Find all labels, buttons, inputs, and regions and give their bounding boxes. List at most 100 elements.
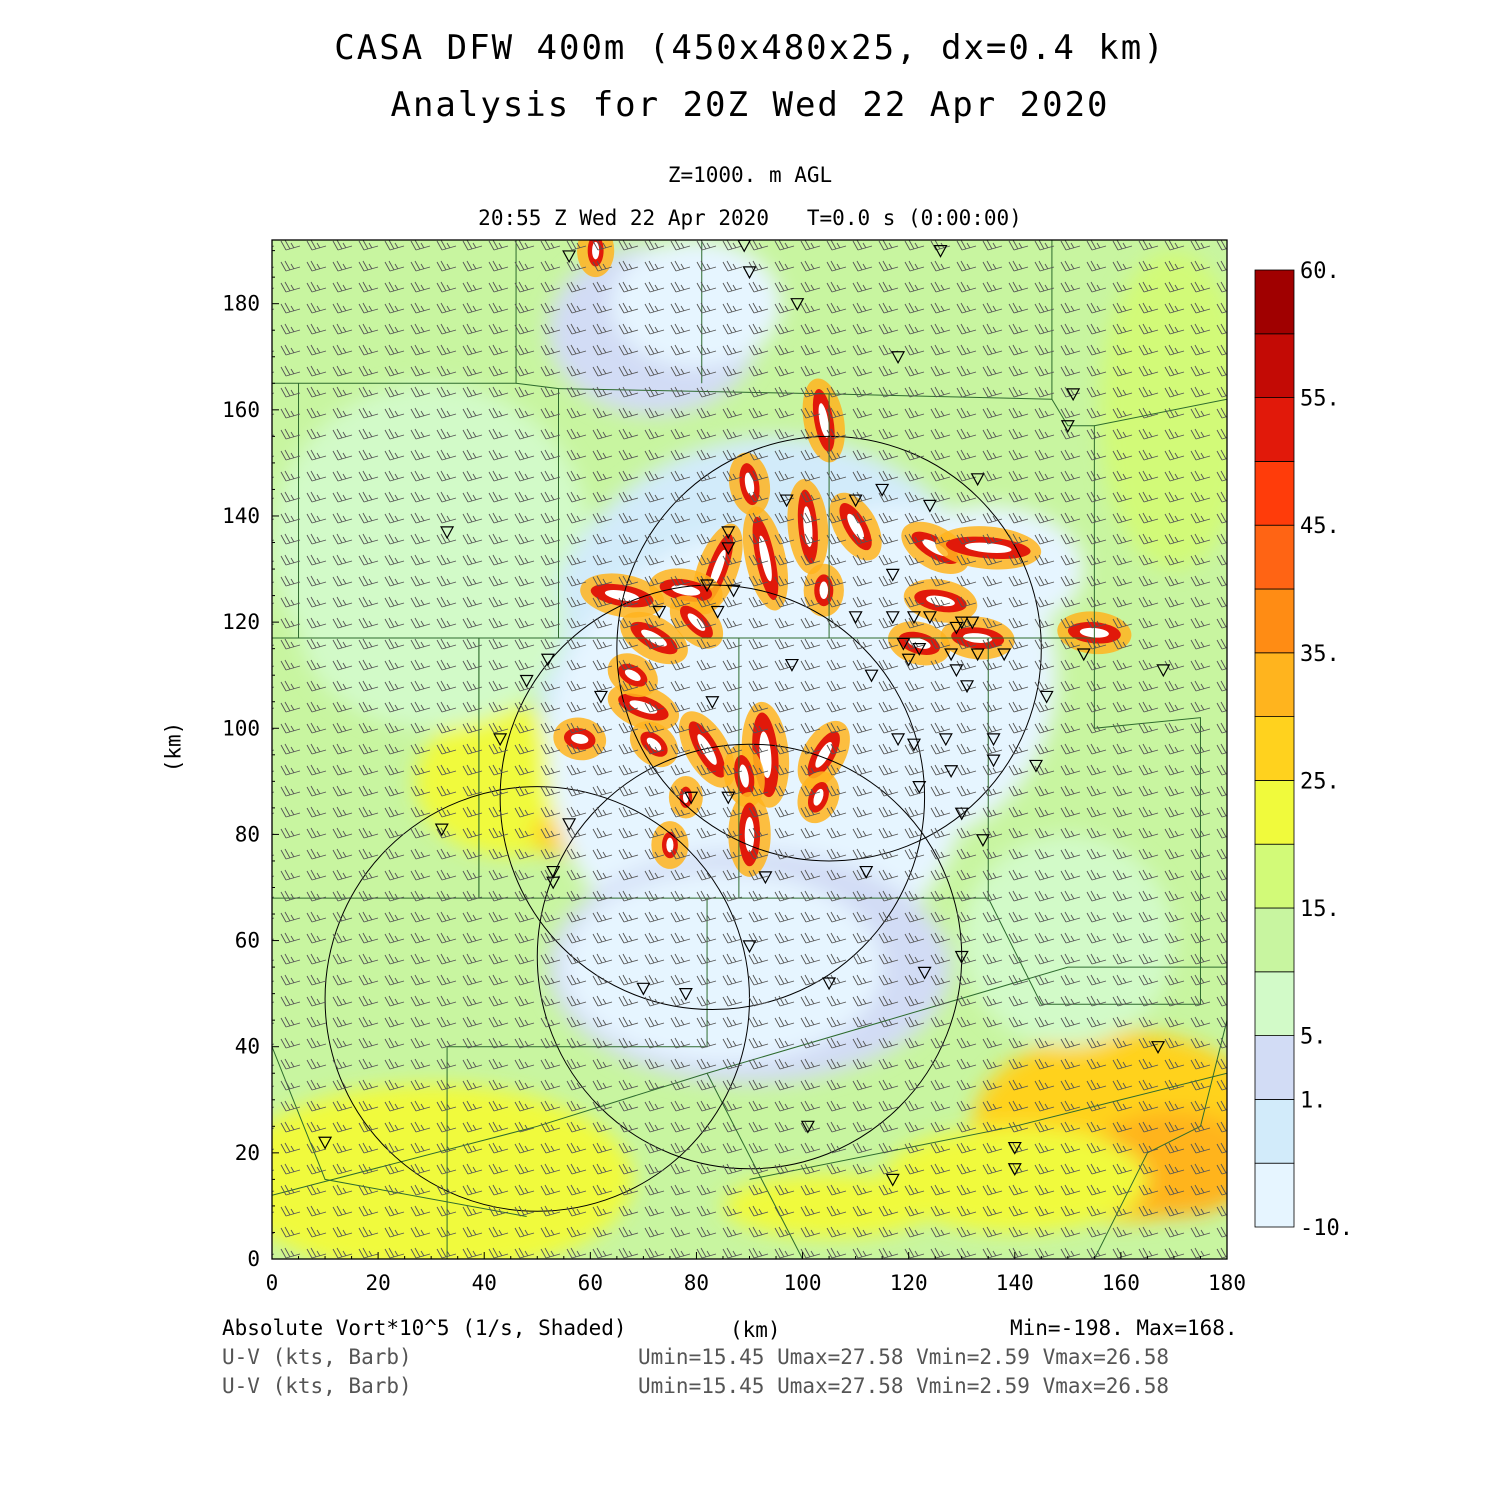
wind-barb xyxy=(930,260,951,272)
wind-barb xyxy=(358,869,379,881)
wind-barb xyxy=(1164,554,1185,566)
wind-barb xyxy=(540,785,561,797)
wind-barb xyxy=(272,644,275,647)
wind-barb xyxy=(904,701,925,713)
colorbar-swatch xyxy=(1254,397,1295,462)
wind-barb xyxy=(1190,533,1211,545)
wind-barb xyxy=(436,911,457,923)
wind-barb xyxy=(1164,995,1185,1007)
wind-barb xyxy=(280,659,301,671)
wind-barb xyxy=(930,911,951,923)
wind-barb xyxy=(1034,281,1055,293)
wind-barb xyxy=(722,995,743,1007)
wind-barb xyxy=(644,1100,665,1112)
wind-barb xyxy=(644,806,665,818)
wind-barb xyxy=(1060,512,1081,524)
wind-barb xyxy=(1086,974,1107,986)
wind-barb xyxy=(592,281,613,293)
wind-barb xyxy=(488,743,509,755)
wind-barb xyxy=(1034,680,1055,692)
wind-barb xyxy=(852,974,873,986)
vorticity-max xyxy=(744,472,755,496)
wind-barb xyxy=(514,1205,535,1217)
station-marker xyxy=(800,1120,815,1134)
station-marker xyxy=(970,648,985,662)
wind-barb xyxy=(1034,890,1055,902)
wind-barb xyxy=(462,1079,483,1091)
wind-barb xyxy=(540,1079,561,1091)
wind-barb xyxy=(982,323,1003,335)
wind-barb xyxy=(462,260,483,272)
wind-barb xyxy=(514,302,535,314)
wind-barb xyxy=(272,1232,275,1235)
wind-barb xyxy=(774,240,795,251)
wind-barb xyxy=(956,701,977,713)
wind-barb xyxy=(280,806,301,818)
wind-barb xyxy=(930,785,951,797)
wind-barb xyxy=(384,1205,405,1217)
wind-barb xyxy=(800,407,821,419)
wind-barb xyxy=(878,1163,899,1175)
y-tick-label: 100 xyxy=(222,716,260,740)
wind-barb xyxy=(670,890,691,902)
wind-barb xyxy=(1164,953,1185,965)
wind-barb xyxy=(1112,932,1133,944)
wind-barb xyxy=(826,680,847,692)
wind-barb xyxy=(1164,1184,1185,1196)
wind-barb xyxy=(1164,890,1185,902)
colorbar-swatch xyxy=(1254,1099,1295,1164)
wind-barb xyxy=(826,1205,847,1217)
station-marker xyxy=(901,653,916,667)
colorbar-swatch xyxy=(1254,1035,1295,1100)
wind-barb xyxy=(722,806,743,818)
wind-barb xyxy=(332,1226,353,1238)
wind-barb xyxy=(592,1163,613,1175)
wind-barb xyxy=(306,323,327,335)
wind-barb xyxy=(306,1247,327,1259)
wind-barb xyxy=(852,240,873,251)
wind-barb xyxy=(566,848,587,860)
wind-barb xyxy=(800,995,821,1007)
wind-barb xyxy=(1164,1205,1185,1217)
wind-barb xyxy=(566,428,587,440)
wind-barb xyxy=(1216,1016,1227,1028)
wind-barb xyxy=(826,1142,847,1154)
station-marker xyxy=(546,876,561,890)
wind-barb xyxy=(774,848,795,860)
station-marker xyxy=(986,754,1001,768)
wind-barb xyxy=(1138,995,1159,1007)
wind-barb xyxy=(878,596,899,608)
map-field xyxy=(272,240,1227,1259)
wind-barb xyxy=(306,659,327,671)
wind-barb xyxy=(436,512,457,524)
wind-barb xyxy=(592,1184,613,1196)
wind-barb xyxy=(670,659,691,671)
wind-barb xyxy=(748,575,769,587)
wind-barb xyxy=(1164,1058,1185,1070)
wind-barb xyxy=(566,407,587,419)
station-marker xyxy=(742,266,757,280)
wind-barb xyxy=(488,240,509,251)
wind-barb xyxy=(696,1016,717,1028)
wind-barb xyxy=(1216,260,1227,272)
wind-barb xyxy=(618,827,639,839)
wind-barb xyxy=(1060,974,1081,986)
wind-barb xyxy=(904,365,925,377)
wind-barb xyxy=(774,260,795,272)
wind-barb xyxy=(956,386,977,398)
wind-barb xyxy=(488,995,509,1007)
wind-barb xyxy=(306,890,327,902)
wind-barb xyxy=(1008,428,1029,440)
wind-barb xyxy=(644,617,665,629)
wind-barb xyxy=(1086,995,1107,1007)
wind-barb xyxy=(358,764,379,776)
wind-barb xyxy=(488,1079,509,1091)
wind-barb xyxy=(774,890,795,902)
wind-barb xyxy=(982,1100,1003,1112)
wind-barb xyxy=(566,701,587,713)
wind-barb xyxy=(852,344,873,356)
wind-barb xyxy=(722,953,743,965)
wind-barb xyxy=(1190,827,1211,839)
wind-barb xyxy=(1008,260,1029,272)
wind-barb xyxy=(462,974,483,986)
